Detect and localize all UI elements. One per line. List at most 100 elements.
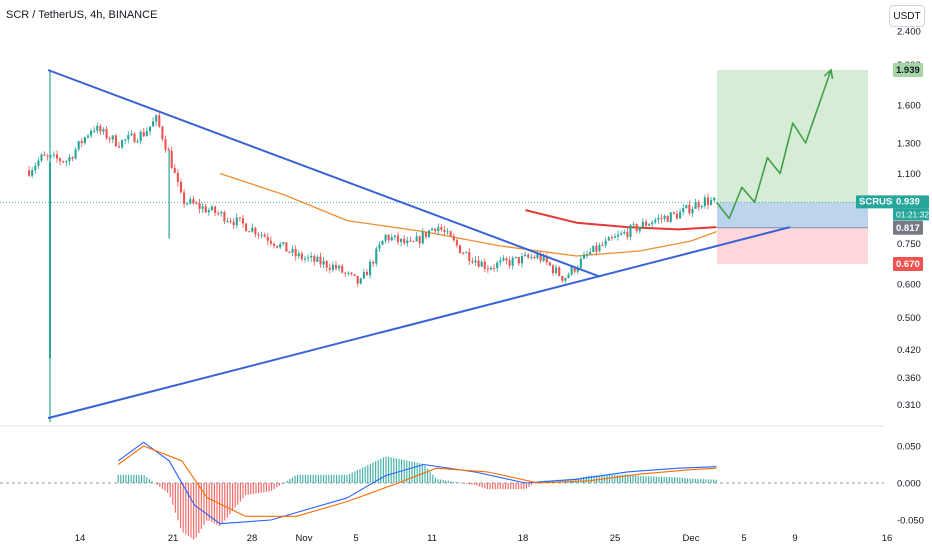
candle: [505, 258, 508, 261]
macd-histogram-bar: [671, 477, 673, 483]
candle: [675, 213, 679, 219]
macd-histogram-bar: [645, 476, 647, 483]
candle: [626, 231, 629, 237]
candle: [195, 203, 198, 205]
candle: [648, 224, 651, 226]
candle: [220, 212, 223, 214]
candle: [468, 252, 471, 262]
x-tick-label: 16: [882, 533, 893, 544]
macd-histogram-bar: [476, 483, 478, 486]
macd-histogram-bar: [161, 483, 163, 489]
macd-histogram-bar: [434, 477, 436, 483]
candle: [437, 227, 440, 231]
candle: [152, 121, 155, 127]
candle: [341, 265, 344, 273]
candle: [52, 154, 55, 156]
macd-histogram-bar: [296, 474, 299, 483]
macd-histogram-bar: [273, 483, 275, 490]
macd-histogram-bar: [554, 479, 556, 483]
macd-histogram-bar: [260, 483, 262, 493]
macd-y-tick-label: -0.050: [897, 516, 924, 527]
macd-histogram-bar: [637, 475, 639, 483]
macd-histogram-bar: [164, 483, 166, 491]
macd-histogram-bar: [481, 483, 483, 488]
candle: [207, 210, 210, 213]
macd-histogram-bar: [707, 479, 709, 483]
y-tick-label: 0.310: [897, 400, 921, 411]
macd-histogram-bar: [169, 483, 171, 498]
candle: [598, 245, 601, 252]
macd-histogram-bar: [247, 483, 249, 495]
candle: [586, 254, 589, 256]
upper-trendline: [47, 69, 601, 278]
candle: [607, 237, 610, 241]
candle: [679, 211, 682, 219]
candle: [551, 265, 555, 274]
x-tick-label: Nov: [296, 533, 313, 544]
macd-histogram-bar: [117, 474, 119, 483]
candle: [545, 255, 548, 263]
candle: [127, 135, 130, 140]
macd-histogram-bar: [177, 483, 179, 521]
entry-price-label: 0.817: [896, 223, 920, 234]
candle: [362, 272, 365, 279]
macd-histogram-bar: [281, 483, 283, 485]
macd-histogram-bar: [694, 478, 696, 483]
macd-histogram-bar: [153, 483, 156, 484]
macd-histogram-bar: [307, 474, 309, 483]
macd-histogram-bar: [130, 474, 132, 483]
macd-histogram-bar: [406, 460, 408, 483]
candle: [251, 227, 254, 232]
candle: [285, 242, 288, 252]
macd-histogram-bar: [408, 460, 410, 483]
candle: [685, 204, 688, 209]
macd-histogram-bar: [242, 483, 244, 499]
candle: [499, 260, 502, 263]
candle: [139, 131, 142, 142]
macd-histogram-bar: [442, 480, 444, 483]
macd-histogram-bar: [439, 479, 442, 483]
candle: [536, 253, 539, 259]
macd-histogram-bar: [338, 474, 340, 483]
macd-histogram-bar: [393, 457, 395, 483]
candle: [700, 205, 703, 208]
currency-button[interactable]: USDT: [889, 5, 925, 27]
macd-histogram-bar: [686, 478, 689, 483]
macd-histogram-bar: [403, 459, 405, 483]
candle: [582, 254, 586, 259]
candle: [313, 255, 316, 262]
candle: [508, 260, 511, 266]
candle: [483, 261, 486, 269]
sl-price-label-bg: [893, 257, 923, 271]
macd-histogram-bar: [278, 483, 280, 486]
candle: [65, 161, 68, 163]
macd-histogram-bar: [697, 478, 699, 483]
macd-histogram-bar: [231, 483, 234, 512]
macd-histogram-bar: [367, 465, 369, 483]
candle: [232, 221, 235, 226]
macd-histogram-bar: [455, 482, 457, 483]
candle: [37, 160, 40, 166]
candle: [310, 255, 313, 258]
candle: [579, 258, 582, 268]
y-tick-label: 2.400: [897, 27, 921, 38]
projection-path: [715, 69, 832, 220]
candle: [694, 202, 697, 209]
candle: [703, 197, 706, 206]
macd-histogram-bar: [556, 479, 559, 483]
candle: [601, 245, 604, 247]
macd-histogram-bar: [234, 483, 236, 508]
macd-histogram-bar: [582, 476, 585, 483]
candle: [117, 146, 121, 148]
macd-histogram-bar: [263, 483, 265, 493]
candle: [334, 264, 338, 269]
macd-histogram-bar: [289, 479, 291, 483]
candle: [517, 257, 520, 264]
macd-histogram-bar: [140, 474, 143, 483]
x-tick-label: 9: [792, 533, 797, 544]
macd-histogram-bar: [317, 474, 319, 483]
candle: [375, 248, 378, 264]
macd-histogram-bar: [437, 479, 439, 483]
